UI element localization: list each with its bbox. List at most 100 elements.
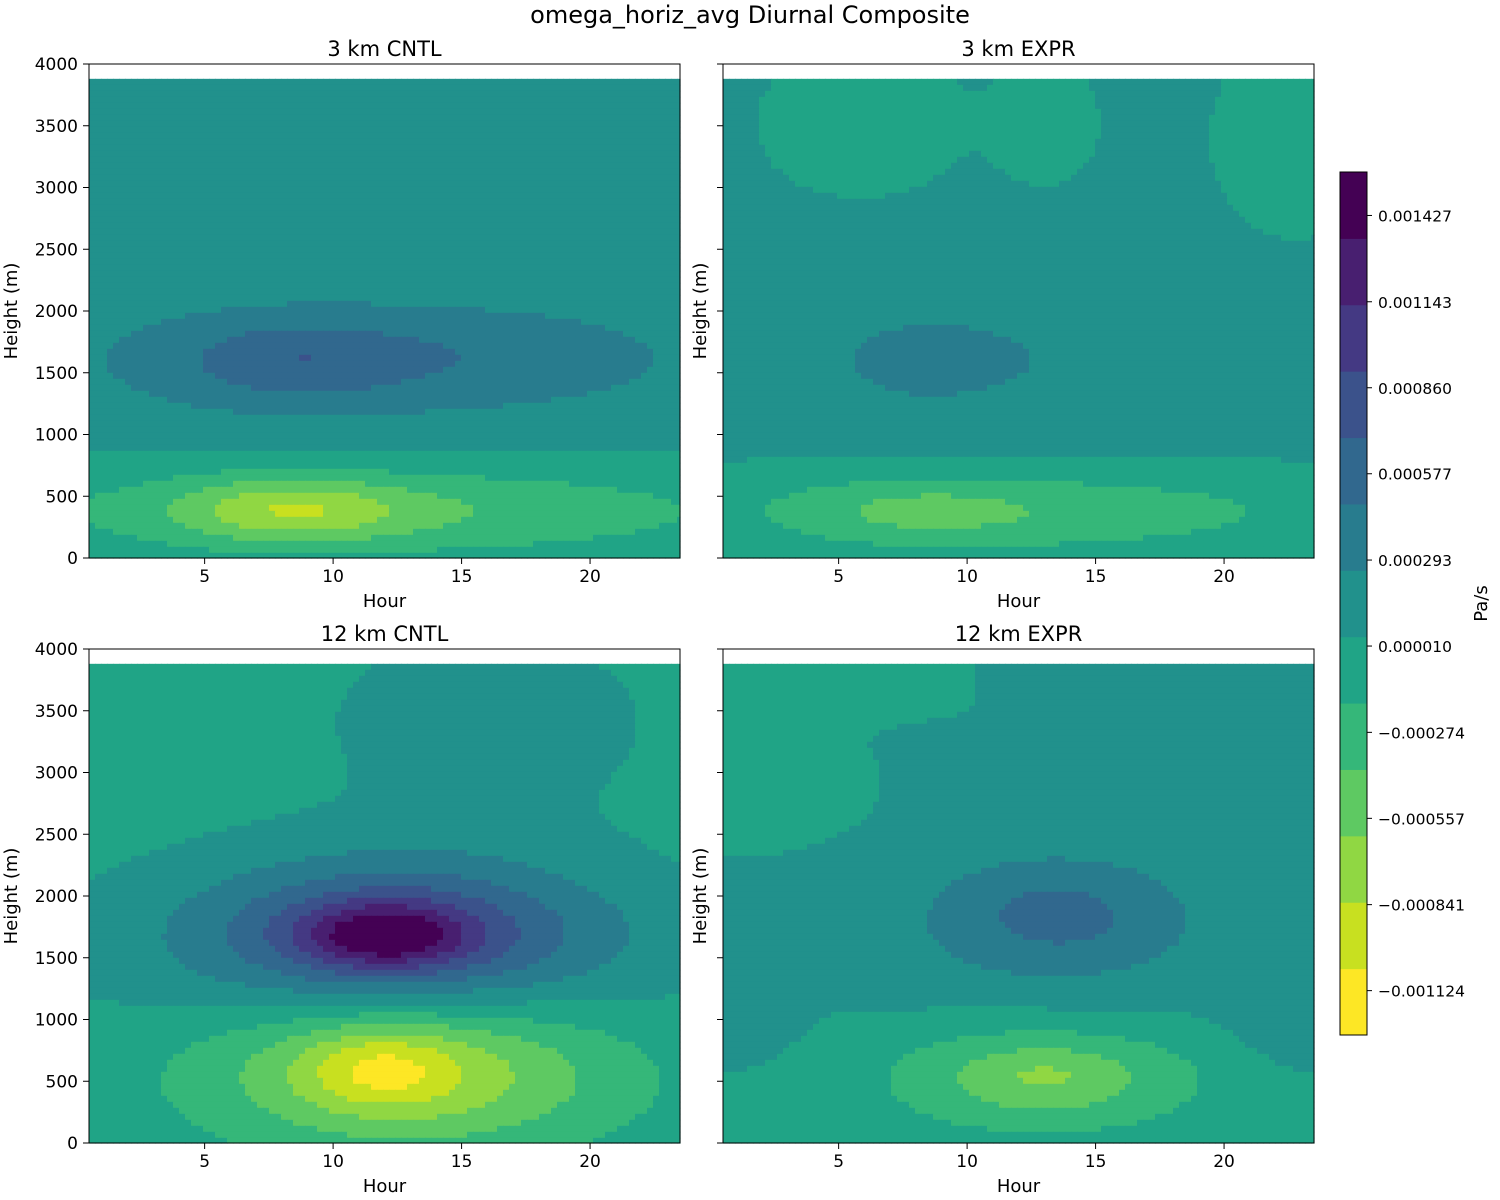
contour-cell — [299, 103, 306, 110]
contour-cell — [275, 127, 282, 134]
contour-cell — [545, 127, 552, 134]
contour-cell — [533, 115, 540, 122]
contour-cell — [521, 139, 528, 146]
contour-cell — [197, 151, 204, 158]
contour-cell — [197, 85, 204, 92]
contour-cell — [155, 103, 162, 110]
contour-cell — [563, 103, 570, 110]
contour-cell — [485, 115, 492, 122]
contour-cell — [587, 127, 594, 134]
contour-cell — [179, 151, 186, 158]
contour-cell — [131, 79, 138, 86]
contour-cell — [245, 151, 252, 158]
contour-cell — [227, 133, 234, 140]
contour-cell — [455, 133, 462, 140]
contour-cell — [587, 79, 594, 86]
contour-cell — [389, 127, 396, 134]
contour-cell — [329, 145, 336, 152]
contour-cell — [635, 145, 642, 152]
contour-cell — [89, 91, 96, 98]
contour-cell — [287, 145, 294, 152]
contour-cell — [557, 103, 564, 110]
contour-cell — [671, 91, 678, 98]
contour-cell — [605, 127, 612, 134]
contour-cell — [371, 145, 378, 152]
contour-cell — [503, 109, 510, 116]
contour-cell — [323, 133, 330, 140]
contour-cell — [383, 109, 390, 116]
contour-cell — [239, 151, 246, 158]
contour-cell — [407, 127, 414, 134]
contour-cell — [203, 133, 210, 140]
contour-cell — [443, 109, 450, 116]
contour-cell — [275, 145, 282, 152]
contour-cell — [233, 151, 240, 158]
contour-cell — [89, 139, 96, 146]
contour-cell — [341, 139, 348, 146]
contour-cell — [485, 121, 492, 128]
contour-cell — [371, 91, 378, 98]
contour-cell — [281, 151, 288, 158]
contour-cell — [179, 145, 186, 152]
contour-cell — [449, 127, 456, 134]
contour-cell — [323, 115, 330, 122]
contour-cell — [455, 109, 462, 116]
contour-cell — [449, 121, 456, 128]
contour-cell — [293, 145, 300, 152]
contour-cell — [647, 139, 654, 146]
contour-cell — [413, 145, 420, 152]
contour-cell — [353, 85, 360, 92]
contour-cell — [347, 103, 354, 110]
contour-cell — [263, 91, 270, 98]
contour-cell — [437, 109, 444, 116]
contour-cell — [341, 127, 348, 134]
contour-cell — [305, 115, 312, 122]
contour-cell — [641, 145, 648, 152]
contour-cell — [503, 91, 510, 98]
contour-cell — [371, 97, 378, 104]
contour-cell — [173, 151, 180, 158]
contour-cell — [335, 127, 342, 134]
contour-cell — [119, 151, 126, 158]
contour-cell — [407, 91, 414, 98]
contour-cell — [503, 133, 510, 140]
contour-cell — [341, 115, 348, 122]
contour-cell — [341, 109, 348, 116]
contour-cell — [539, 121, 546, 128]
contour-cell — [563, 79, 570, 86]
contour-cell — [125, 121, 132, 128]
contour-cell — [575, 151, 582, 158]
contour-cell — [527, 121, 534, 128]
contour-cell — [635, 109, 642, 116]
contour-cell — [647, 79, 654, 86]
contour-cell — [485, 133, 492, 140]
contour-cell — [647, 121, 654, 128]
contour-cell — [227, 139, 234, 146]
contour-cell — [623, 145, 630, 152]
contour-cell — [185, 91, 192, 98]
contour-cell — [515, 91, 522, 98]
contour-cell — [119, 139, 126, 146]
contour-cell — [551, 109, 558, 116]
contour-cell — [299, 139, 306, 146]
contour-cell — [317, 151, 324, 158]
contour-cell — [599, 97, 606, 104]
contour-cell — [503, 97, 510, 104]
contour-cell — [653, 145, 660, 152]
contour-cell — [437, 127, 444, 134]
contour-cell — [275, 121, 282, 128]
contour-cell — [617, 91, 624, 98]
contour-cell — [545, 139, 552, 146]
contour-cell — [383, 121, 390, 128]
contour-cell — [527, 115, 534, 122]
contour-cell — [485, 97, 492, 104]
contour-cell — [227, 121, 234, 128]
contour-cell — [473, 109, 480, 116]
contour-cell — [503, 145, 510, 152]
contour-cell — [341, 151, 348, 158]
contour-cell — [245, 115, 252, 122]
contour-cell — [275, 91, 282, 98]
contour-cell — [359, 145, 366, 152]
contour-cell — [563, 121, 570, 128]
contour-cell — [575, 109, 582, 116]
